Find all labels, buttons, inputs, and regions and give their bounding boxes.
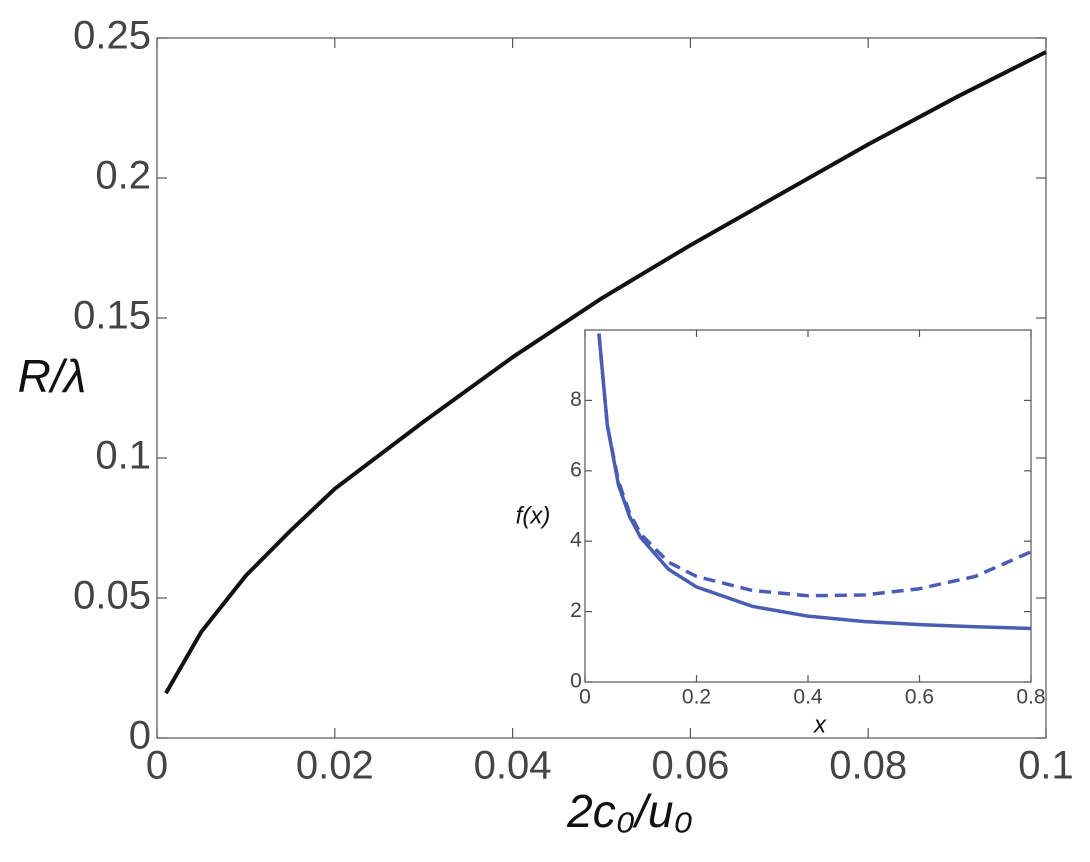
x-tick-label: 0.08 (829, 744, 907, 788)
x-tick-label: 0.4 (793, 685, 823, 708)
x-tick-label: 0.02 (296, 744, 374, 788)
y-tick-label: 0.2 (95, 154, 151, 198)
y-tick-label: 0.25 (73, 14, 151, 58)
data-line (597, 333, 1032, 598)
y-tick-label: 0.15 (73, 294, 151, 338)
y-tick-label: 4 (570, 529, 582, 552)
y-tick-label: 0 (129, 714, 151, 758)
plot-area (584, 329, 1032, 683)
x-tick-label: 0.04 (474, 744, 552, 788)
x-axis-label: x (813, 711, 827, 738)
x-tick-label: 0.6 (905, 685, 934, 708)
x-tick-label: 0 (146, 744, 168, 788)
plot-area (156, 37, 1047, 739)
y-tick-label: 8 (570, 388, 582, 411)
y-tick-label: 6 (570, 458, 582, 481)
x-tick-label: 0.2 (682, 685, 711, 708)
x-tick-label: 0.06 (651, 744, 729, 788)
y-axis-label: R/λ (18, 350, 87, 402)
x-tick-label: 0.8 (1016, 685, 1045, 708)
x-axis-label: 2c₀/u₀ (566, 785, 693, 837)
y-axis-label: f(x) (516, 502, 551, 529)
x-tick-label: 0 (579, 685, 591, 708)
data-line (164, 50, 1047, 695)
y-tick-label: 2 (570, 599, 582, 622)
y-tick-label: 0 (570, 670, 582, 693)
y-tick-label: 0.1 (95, 434, 151, 478)
y-tick-label: 0.05 (73, 574, 151, 618)
x-tick-label: 0.1 (1018, 744, 1074, 788)
